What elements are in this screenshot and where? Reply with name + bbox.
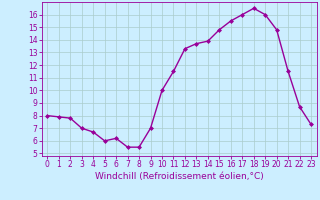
X-axis label: Windchill (Refroidissement éolien,°C): Windchill (Refroidissement éolien,°C) xyxy=(95,172,264,181)
